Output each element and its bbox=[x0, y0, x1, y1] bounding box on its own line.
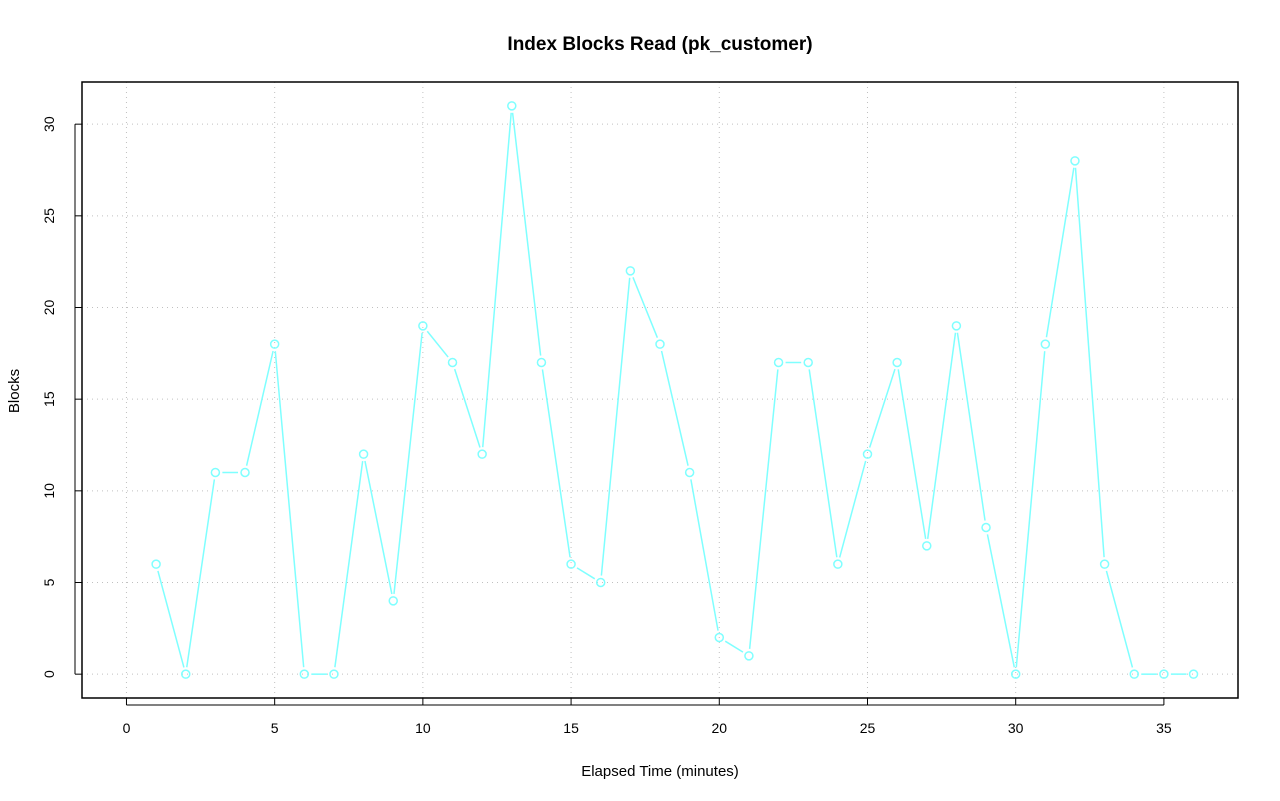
series-line-segment bbox=[1045, 167, 1075, 338]
data-point bbox=[418, 321, 428, 331]
data-point bbox=[714, 632, 725, 643]
series-line-segment bbox=[541, 369, 571, 558]
data-point bbox=[240, 467, 250, 478]
y-axis-label: Blocks bbox=[6, 369, 23, 413]
series-line-segment bbox=[511, 112, 542, 356]
data-point bbox=[358, 449, 369, 459]
series-line-segment bbox=[897, 369, 927, 540]
series-line-segment bbox=[956, 332, 986, 521]
data-point bbox=[595, 577, 606, 588]
data-point bbox=[1129, 669, 1140, 679]
series-line-segment bbox=[632, 277, 659, 338]
data-point bbox=[388, 596, 398, 606]
y-tick-label: 25 bbox=[41, 208, 57, 224]
data-point bbox=[151, 559, 161, 569]
series-line-segment bbox=[1074, 167, 1105, 558]
y-tick-label: 0 bbox=[41, 670, 57, 678]
series-line-segment bbox=[600, 277, 631, 576]
x-tick-label: 30 bbox=[1008, 720, 1024, 736]
x-tick-label: 15 bbox=[563, 720, 579, 736]
series-line-segment bbox=[808, 369, 838, 558]
data-point bbox=[477, 449, 487, 459]
series-line-segment bbox=[576, 567, 596, 580]
data-point bbox=[1040, 339, 1051, 349]
chart-title: Index Blocks Read (pk_customer) bbox=[507, 34, 812, 55]
series-line-segment bbox=[245, 350, 274, 466]
series-line-segment bbox=[724, 640, 744, 653]
data-point bbox=[269, 339, 280, 349]
y-tick-label: 10 bbox=[41, 483, 57, 499]
series-line-segment bbox=[690, 479, 719, 631]
data-point bbox=[833, 559, 843, 569]
y-tick-label: 5 bbox=[41, 578, 57, 586]
x-tick-label: 35 bbox=[1156, 720, 1172, 736]
data-point bbox=[536, 357, 547, 368]
series-line-segment bbox=[426, 330, 449, 358]
x-tick-label: 25 bbox=[860, 720, 876, 736]
data-point bbox=[744, 651, 754, 661]
series-line-segment bbox=[364, 460, 393, 595]
plot-frame bbox=[81, 81, 1239, 699]
data-point bbox=[981, 522, 991, 533]
y-tick-label: 15 bbox=[41, 391, 57, 407]
series-line-segment bbox=[482, 112, 512, 448]
series-line-segment bbox=[1015, 351, 1046, 668]
data-point bbox=[1159, 669, 1169, 679]
data-point bbox=[803, 357, 813, 368]
series-line-segment bbox=[334, 461, 364, 668]
data-point bbox=[447, 357, 458, 368]
x-tick-label: 5 bbox=[271, 720, 279, 736]
series-layer bbox=[151, 101, 1199, 679]
x-tick-label: 0 bbox=[123, 720, 131, 736]
series-line-segment bbox=[838, 460, 867, 558]
data-point bbox=[210, 467, 221, 478]
data-point bbox=[329, 669, 339, 679]
data-point bbox=[566, 559, 576, 569]
series-line-segment bbox=[986, 534, 1016, 668]
series-line-segment bbox=[748, 369, 779, 649]
series-line-segment bbox=[926, 332, 957, 539]
data-point bbox=[1188, 669, 1199, 679]
series-line-segment bbox=[393, 332, 423, 594]
data-point bbox=[951, 321, 962, 331]
x-axis-label: Elapsed Time (minutes) bbox=[581, 763, 739, 780]
series-line-segment bbox=[274, 351, 305, 668]
data-point bbox=[625, 266, 636, 276]
y-tick-label: 30 bbox=[41, 116, 57, 132]
x-tick-label: 10 bbox=[415, 720, 431, 736]
series-line-segment bbox=[868, 368, 896, 448]
data-point bbox=[1010, 669, 1021, 679]
axes: 0 5 10 15 20 25 30 35 0 5 10 15 20 25 30 bbox=[41, 116, 1172, 736]
data-point bbox=[655, 339, 665, 349]
series-line-segment bbox=[453, 368, 481, 448]
data-point bbox=[1070, 156, 1080, 166]
x-tick-label: 20 bbox=[711, 720, 727, 736]
data-point bbox=[507, 101, 517, 111]
series-line-segment bbox=[660, 350, 689, 466]
data-point bbox=[684, 467, 695, 478]
data-point bbox=[922, 541, 932, 551]
data-point bbox=[1099, 559, 1110, 569]
series-line-segment bbox=[157, 570, 185, 668]
grid-lines bbox=[82, 82, 1238, 698]
data-point bbox=[180, 669, 191, 679]
y-tick-label: 20 bbox=[41, 300, 57, 316]
data-point bbox=[862, 449, 873, 459]
data-point bbox=[299, 669, 310, 679]
data-point bbox=[892, 357, 902, 368]
series-line-segment bbox=[1105, 570, 1134, 668]
data-point bbox=[773, 357, 784, 368]
series-line-segment bbox=[186, 479, 216, 668]
